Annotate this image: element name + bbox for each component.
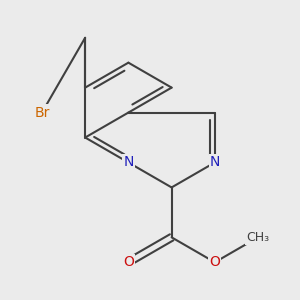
Text: O: O <box>209 255 220 269</box>
Text: N: N <box>210 155 220 170</box>
Text: CH₃: CH₃ <box>247 231 270 244</box>
Text: Br: Br <box>34 106 50 120</box>
Text: N: N <box>123 155 134 170</box>
Text: O: O <box>123 255 134 269</box>
